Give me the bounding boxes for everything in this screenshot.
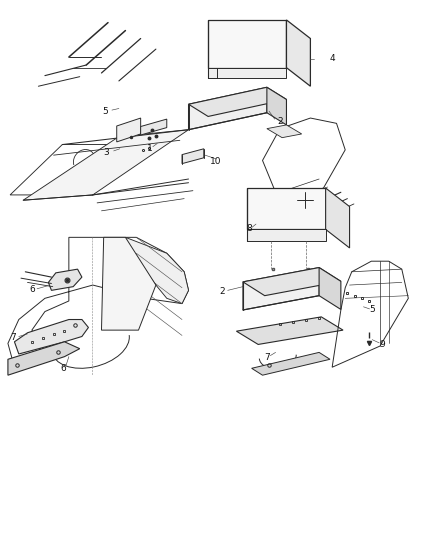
- Text: 6: 6: [61, 364, 67, 373]
- Polygon shape: [243, 268, 341, 296]
- Text: 8: 8: [247, 224, 252, 233]
- Text: 1: 1: [146, 144, 152, 154]
- Polygon shape: [243, 268, 319, 310]
- Polygon shape: [247, 229, 325, 241]
- Polygon shape: [267, 125, 302, 138]
- Text: 7: 7: [264, 353, 270, 362]
- Polygon shape: [188, 87, 286, 116]
- Polygon shape: [141, 119, 167, 135]
- Polygon shape: [23, 130, 188, 200]
- Polygon shape: [125, 237, 188, 304]
- Polygon shape: [208, 68, 286, 78]
- Polygon shape: [208, 20, 286, 68]
- Polygon shape: [237, 317, 343, 344]
- Text: 4: 4: [329, 54, 335, 63]
- Polygon shape: [117, 118, 141, 142]
- Polygon shape: [325, 188, 350, 248]
- Polygon shape: [267, 87, 286, 125]
- Text: 7: 7: [11, 333, 17, 342]
- Polygon shape: [48, 269, 82, 290]
- Polygon shape: [188, 87, 267, 130]
- Polygon shape: [252, 352, 330, 375]
- Text: 2: 2: [277, 117, 283, 126]
- Polygon shape: [182, 149, 204, 164]
- Polygon shape: [319, 268, 341, 310]
- Polygon shape: [8, 342, 80, 375]
- Polygon shape: [247, 188, 325, 229]
- Polygon shape: [286, 20, 311, 86]
- Text: 5: 5: [102, 107, 108, 116]
- Text: 2: 2: [220, 287, 225, 296]
- Text: 9: 9: [379, 341, 385, 350]
- Polygon shape: [102, 237, 156, 330]
- Text: 10: 10: [210, 157, 222, 166]
- Polygon shape: [14, 319, 88, 354]
- Text: 3: 3: [103, 148, 109, 157]
- Text: 5: 5: [369, 305, 375, 314]
- Text: 6: 6: [30, 285, 35, 294]
